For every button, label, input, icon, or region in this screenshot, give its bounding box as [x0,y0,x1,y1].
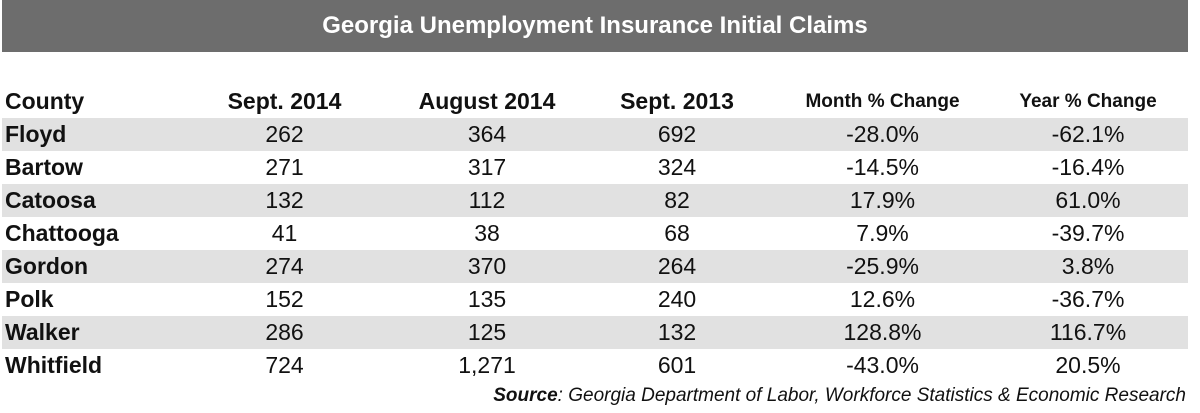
sept-2013-cell: 82 [577,184,777,217]
sept-2014-cell: 724 [265,352,304,378]
table-row: Whitfield 724 1,271 601 -43.0% 20.5% [2,349,1188,382]
county-cell: Gordon [2,250,172,283]
year-change-cell: -62.1% [988,118,1188,151]
year-change-cell: 3.8% [988,250,1188,283]
sept-2014-cell: 41 [271,220,298,246]
august-2014-cell: 370 [397,250,577,283]
sept-2014-cell: 152 [265,286,304,312]
august-2014-cell: 317 [467,154,507,180]
sept-2014-cell: 262 [172,118,397,151]
county-cell: Bartow [5,154,83,180]
county-cell: Walker [2,316,172,349]
county-cell: Polk [5,286,54,312]
column-header-month-change: Month % Change [805,90,960,112]
august-2014-cell: 364 [397,118,577,151]
column-header-county: County [5,88,85,114]
column-header-sept-2014: Sept. 2014 [227,88,342,114]
sept-2013-cell: 601 [657,352,697,378]
source-label: Source [493,385,558,406]
sept-2013-cell: 240 [657,286,697,312]
sept-2014-cell: 271 [265,154,304,180]
sept-2013-cell: 324 [657,154,697,180]
source-text: : Georgia Department of Labor, Workforce… [557,385,1186,406]
table-row: Catoosa 132 112 82 17.9% 61.0% [2,184,1188,217]
month-change-cell: -28.0% [777,118,988,151]
sept-2013-cell: 68 [664,220,690,246]
august-2014-cell: 1,271 [458,352,516,378]
sept-2014-cell: 132 [172,184,397,217]
month-change-cell: -25.9% [777,250,988,283]
county-cell: Floyd [2,118,172,151]
month-change-cell: 12.6% [849,286,916,312]
sept-2013-cell: 692 [577,118,777,151]
august-2014-cell: 38 [474,220,500,246]
table-row: Gordon 274 370 264 -25.9% 3.8% [2,250,1188,283]
table-row: Floyd 262 364 692 -28.0% -62.1% [2,118,1188,151]
county-cell: Chattooga [5,220,119,246]
august-2014-cell: 112 [397,184,577,217]
year-change-cell: -39.7% [1051,220,1125,246]
month-change-cell: 17.9% [777,184,988,217]
year-change-cell: -16.4% [1051,154,1125,180]
header-row: County Sept. 2014 August 2014 Sept. 2013… [2,85,1188,118]
sept-2013-cell: 264 [577,250,777,283]
column-header-year-change: Year % Change [1019,90,1157,112]
month-change-cell: 7.9% [856,220,909,246]
table-row: Chattooga 41 38 68 7.9% -39.7% [2,217,1188,250]
month-change-cell: -43.0% [846,352,919,378]
august-2014-cell: 135 [467,286,507,312]
table-row: Walker 286 125 132 128.8% 116.7% [2,316,1188,349]
table-row: Bartow 271 317 324 -14.5% -16.4% [2,151,1188,184]
sept-2013-cell: 132 [577,316,777,349]
claims-table: County Sept. 2014 August 2014 Sept. 2013… [2,85,1188,382]
table-title-bar: Georgia Unemployment Insurance Initial C… [2,0,1188,52]
sept-2014-cell: 286 [172,316,397,349]
county-cell: Catoosa [2,184,172,217]
sept-2014-cell: 274 [172,250,397,283]
source-note: Source: Georgia Department of Labor, Wor… [493,385,1186,407]
august-2014-cell: 125 [397,316,577,349]
county-cell: Whitfield [5,352,103,378]
month-change-cell: -14.5% [846,154,919,180]
table-row: Polk 152 135 240 12.6% -36.7% [2,283,1188,316]
month-change-cell: 128.8% [777,316,988,349]
column-header-sept-2013: Sept. 2013 [620,88,734,114]
year-change-cell: -36.7% [1051,286,1125,312]
table-title: Georgia Unemployment Insurance Initial C… [322,12,868,39]
year-change-cell: 61.0% [988,184,1188,217]
year-change-cell: 20.5% [1055,352,1121,378]
column-header-august-2014: August 2014 [418,88,556,114]
year-change-cell: 116.7% [988,316,1188,349]
